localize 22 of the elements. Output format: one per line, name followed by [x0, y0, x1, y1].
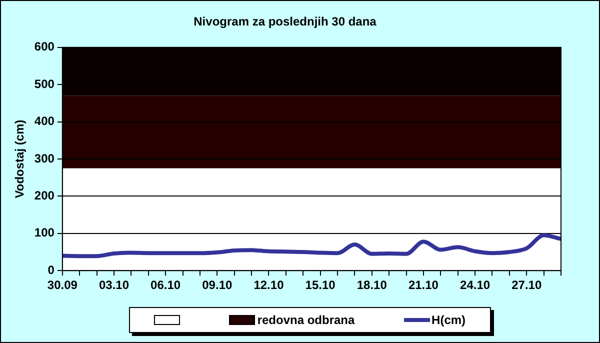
- x-tick-label: 30.09: [47, 278, 78, 292]
- x-tick-label: 24.10: [460, 278, 490, 292]
- line-series: [60, 233, 563, 258]
- y-axis-title: Vodostaj (cm): [12, 120, 27, 198]
- y-tick-label: 500: [34, 76, 55, 91]
- x-tick-label: 27.10: [512, 278, 542, 292]
- y-tick-label: 300: [34, 151, 55, 166]
- x-tick-label: 12.10: [254, 278, 284, 292]
- x-tick-label: 09.10: [202, 278, 232, 292]
- legend-label: redovna odbrana: [257, 313, 355, 327]
- y-tick-label: 200: [34, 188, 55, 203]
- x-tick-label: 15.10: [305, 278, 336, 292]
- x-tick-label: 03.10: [98, 278, 130, 292]
- chart-title: Nivogram za poslednjih 30 dana: [194, 14, 377, 29]
- x-tick-label: 06.10: [150, 278, 181, 292]
- x-tick-label: 18.10: [356, 278, 388, 292]
- legend-label: H(cm): [432, 313, 466, 327]
- y-tick-label: 100: [34, 226, 55, 240]
- y-tick-label: 400: [34, 114, 55, 128]
- y-tick-label: 0: [48, 262, 55, 277]
- y-tick-label: 600: [34, 40, 55, 54]
- x-tick-label: 21.10: [408, 278, 439, 292]
